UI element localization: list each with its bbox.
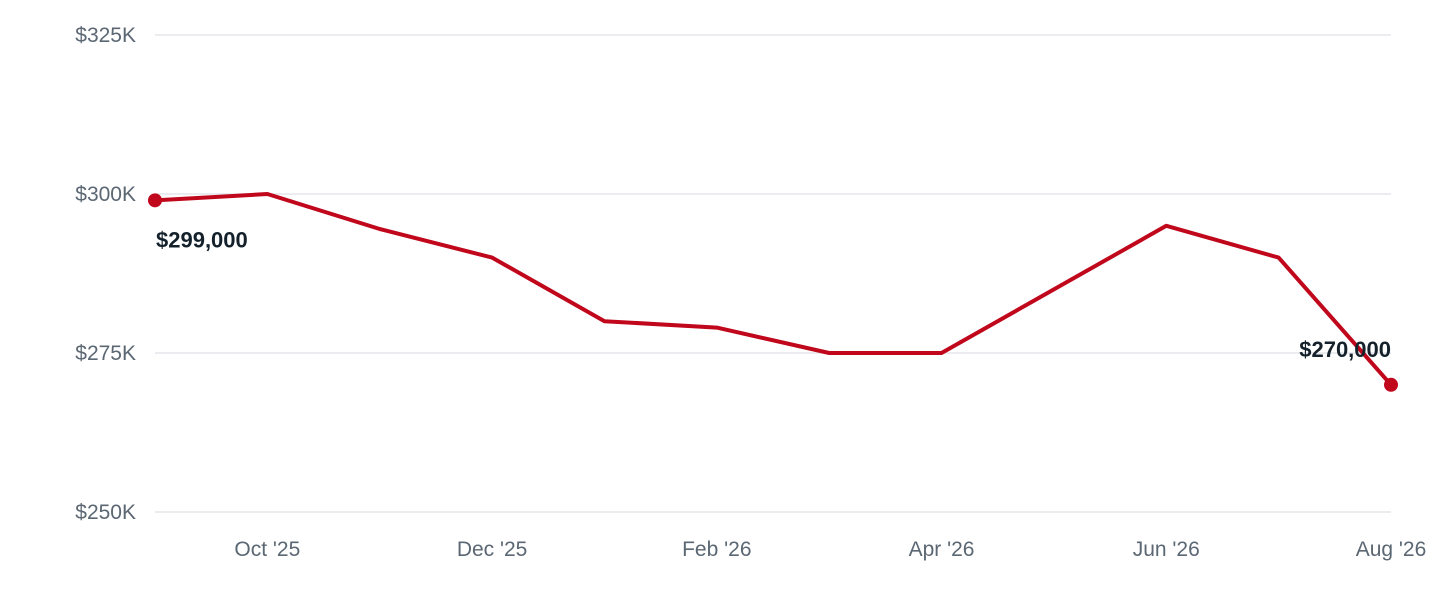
x-tick-label: Apr '26	[909, 538, 975, 561]
y-tick-label: $275K	[75, 342, 136, 365]
y-tick-label: $325K	[75, 24, 136, 47]
gridlines	[155, 34, 1391, 513]
y-axis-ticks: $250K $275K $300K $325K	[75, 24, 136, 524]
y-tick-label: $250K	[75, 501, 136, 524]
data-label: $270,000	[1299, 337, 1391, 362]
x-tick-label: Oct '25	[234, 538, 300, 561]
series	[153, 192, 1393, 387]
endpoint-marker	[1384, 377, 1398, 392]
x-tick-label: Aug '26	[1356, 538, 1427, 561]
endpoint-marker	[148, 193, 162, 208]
x-tick-label: Feb '26	[682, 538, 751, 561]
x-tick-label: Dec '25	[457, 538, 528, 561]
x-tick-label: Jun '26	[1133, 538, 1200, 561]
data-label: $299,000	[156, 227, 248, 252]
series-line	[153, 192, 1393, 387]
endpoint-markers	[148, 193, 1398, 392]
y-tick-label: $300K	[75, 183, 136, 206]
x-axis-ticks: Oct '25 Dec '25 Feb '26 Apr '26 Jun '26 Aug '…	[234, 538, 1426, 561]
data-labels: $299,000 $270,000	[156, 227, 1391, 361]
